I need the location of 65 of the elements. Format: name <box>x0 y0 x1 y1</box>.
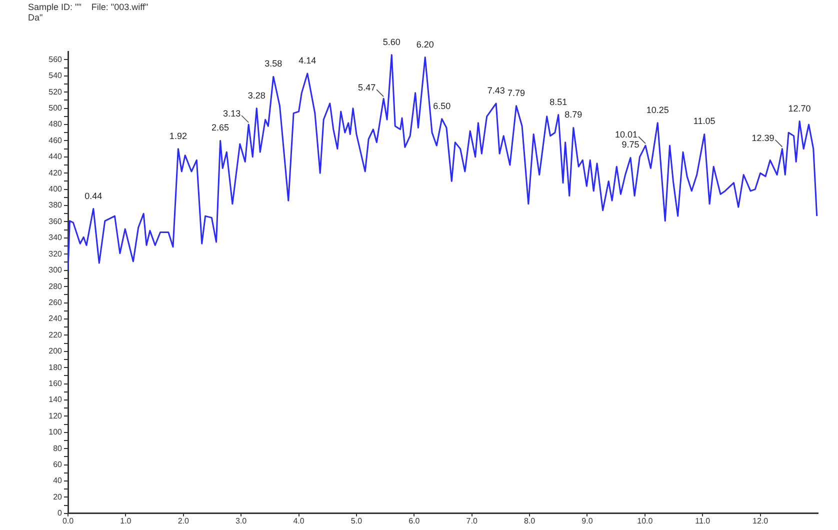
x-tick-label: 2.0 <box>178 516 190 526</box>
y-tick-label: 140 <box>48 395 63 404</box>
chart-subtitle: Da" <box>28 12 43 23</box>
y-tick-label: 380 <box>48 200 63 210</box>
y-tick-label: 220 <box>48 330 63 340</box>
y-tick-label: 0 <box>58 508 63 518</box>
annotation: 10.25 <box>646 104 669 115</box>
annotation: 12.70 <box>788 103 811 114</box>
y-tick-label: 560 <box>48 54 63 64</box>
y-tick-label: 400 <box>48 184 63 194</box>
x-tick-label: 10.0 <box>637 516 654 526</box>
annotation: 3.58 <box>264 58 282 69</box>
x-tick-label: 5.0 <box>350 516 363 526</box>
y-tick-label: 120 <box>48 411 63 420</box>
y-tick-label: 280 <box>48 282 63 291</box>
x-tick-label: 0.0 <box>62 516 74 526</box>
y-tick-label: 240 <box>48 314 63 324</box>
y-tick-label: 460 <box>48 136 63 145</box>
annotation: 7.43 <box>487 85 505 96</box>
annotation: 3.13 <box>223 108 241 118</box>
y-tick-label: 320 <box>48 249 63 258</box>
y-tick-label: 520 <box>48 87 63 96</box>
y-tick-label: 180 <box>48 362 63 372</box>
y-tick-label: 60 <box>53 460 63 469</box>
chart-title: Sample ID: "" File: "003.wiff" <box>28 2 148 12</box>
y-tick-label: 420 <box>48 168 63 178</box>
y-tick-label: 440 <box>48 152 63 162</box>
x-tick-label: 3.0 <box>236 516 248 526</box>
annotation: 8.51 <box>550 96 568 107</box>
annotation: 7.79 <box>508 88 526 98</box>
y-tick-label: 160 <box>48 378 63 388</box>
annotation: 0.44 <box>84 190 102 201</box>
annotation: 5.47 <box>358 82 376 93</box>
x-tick-label: 4.0 <box>293 516 305 526</box>
x-tick-label: 12.0 <box>752 516 769 526</box>
annotation: 10.01 <box>614 130 638 140</box>
annotation: 11.05 <box>693 116 716 126</box>
x-tick-label: 7.0 <box>466 516 478 526</box>
y-tick-label: 500 <box>48 104 63 113</box>
annotation: 8.79 <box>564 110 582 120</box>
x-tick-label: 8.0 <box>524 516 536 526</box>
y-tick-label: 100 <box>48 428 63 437</box>
y-tick-label: 480 <box>48 120 63 129</box>
annotation: 1.92 <box>169 130 187 141</box>
y-tick-label: 40 <box>53 476 63 486</box>
x-tick-label: 1.0 <box>120 516 132 526</box>
annotation: 9.75 <box>622 140 640 150</box>
annotation: 2.65 <box>212 122 230 133</box>
annotation: 6.20 <box>416 39 434 50</box>
annotation: 5.60 <box>382 36 400 47</box>
y-tick-label: 260 <box>48 298 63 307</box>
annotation: 4.14 <box>298 55 316 66</box>
annotation: 12.39 <box>752 132 774 143</box>
y-tick-label: 80 <box>53 444 63 453</box>
y-tick-label: 300 <box>48 266 63 275</box>
annotation: 6.50 <box>433 100 451 111</box>
annotation: 3.28 <box>248 90 266 100</box>
y-tick-label: 340 <box>48 233 63 242</box>
y-tick-label: 540 <box>48 71 63 80</box>
y-tick-label: 20 <box>53 492 63 502</box>
x-tick-label: 6.0 <box>408 516 420 526</box>
x-tick-label: 9.0 <box>582 516 594 526</box>
y-tick-label: 200 <box>48 346 63 356</box>
y-tick-label: 360 <box>48 216 63 226</box>
x-tick-label: 11.0 <box>695 516 711 526</box>
